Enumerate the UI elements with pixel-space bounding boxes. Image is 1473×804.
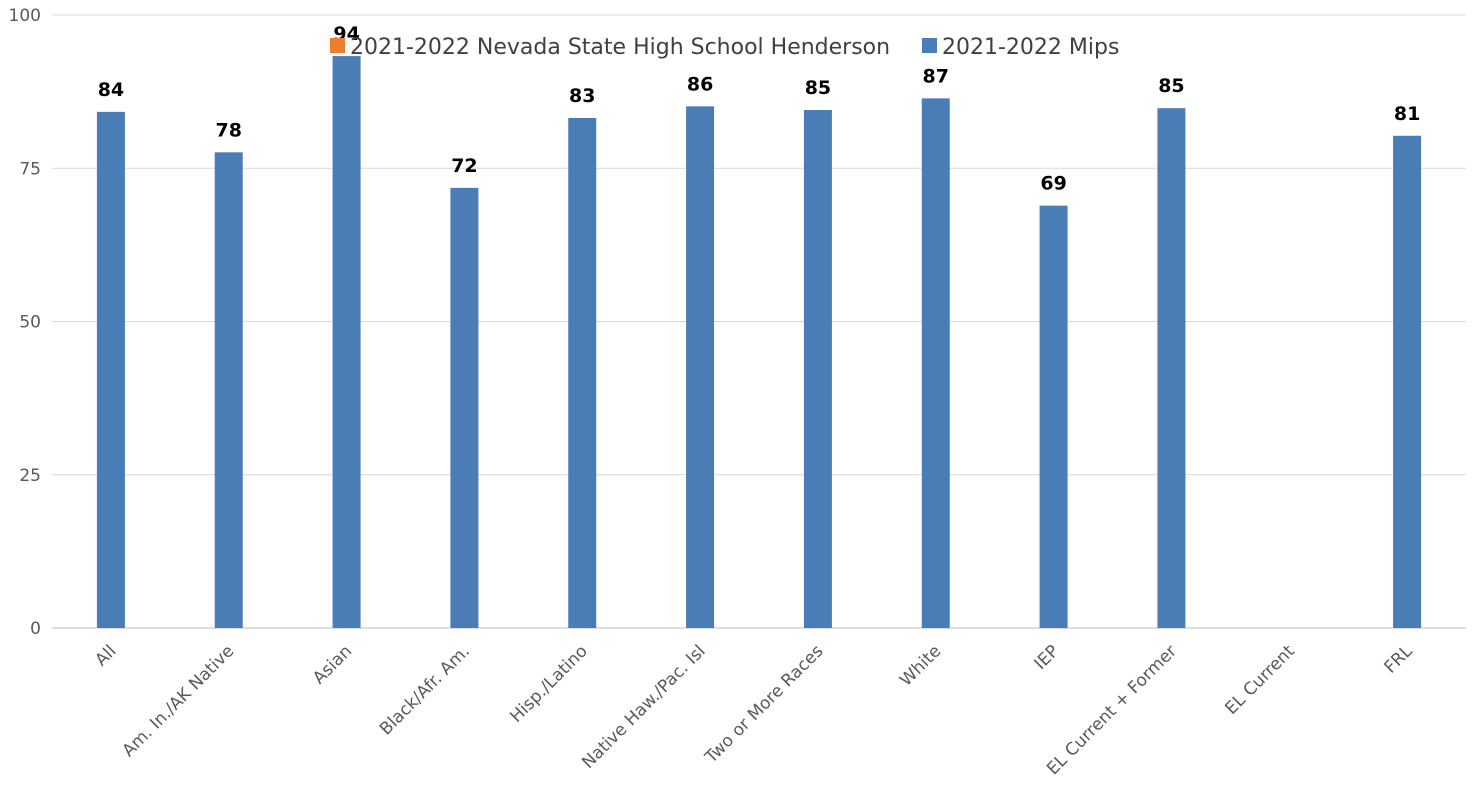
data-label: 81 — [1394, 103, 1420, 125]
legend: 2021-2022 Nevada State High School Hende… — [330, 35, 1119, 60]
y-tick-label: 75 — [19, 159, 41, 179]
bar-mips — [921, 98, 950, 629]
x-category-label: EL Current — [1221, 641, 1299, 719]
y-tick-label: 25 — [19, 466, 41, 486]
data-label: 85 — [805, 77, 831, 99]
x-category-label: Hisp./Latino — [506, 641, 591, 726]
data-label: 78 — [216, 119, 242, 141]
bar-mips — [1393, 135, 1422, 629]
data-label: 86 — [687, 73, 713, 95]
y-tick-label: 50 — [19, 313, 41, 333]
x-category-label: IEP — [1031, 641, 1064, 674]
legend-swatch-mips — [922, 38, 937, 53]
bar-series — [96, 56, 1422, 629]
gridlines — [52, 14, 1466, 476]
bar-mips — [686, 106, 715, 629]
x-category-label: Am. In./AK Native — [119, 641, 239, 761]
bar-mips — [96, 111, 125, 628]
x-category-label: All — [91, 641, 120, 670]
data-label: 87 — [923, 65, 949, 87]
legend-label-mips: 2021-2022 Mips — [942, 35, 1119, 60]
x-category-label: Two or More Races — [701, 641, 828, 768]
bar-mips — [450, 187, 479, 628]
data-label: 72 — [451, 155, 477, 177]
y-axis-ticks: 0 25 50 75 100 — [9, 6, 41, 639]
y-tick-label: 100 — [9, 6, 41, 26]
x-category-label: White — [896, 641, 945, 690]
legend-label-henderson: 2021-2022 Nevada State High School Hende… — [350, 35, 890, 60]
bar-mips — [1039, 205, 1068, 628]
y-tick-label: 0 — [30, 619, 41, 639]
data-label: 83 — [569, 85, 595, 107]
data-label: 85 — [1158, 75, 1184, 97]
bar-mips — [332, 56, 361, 629]
legend-swatch-henderson — [330, 38, 345, 53]
data-label: 69 — [1040, 173, 1066, 195]
x-category-label: FRL — [1381, 641, 1417, 677]
bar-mips — [214, 152, 243, 628]
x-category-label: Native Haw./Pac. Isl — [578, 641, 709, 772]
x-category-label: Black/Afr. Am. — [376, 641, 474, 739]
bar-mips — [803, 110, 832, 628]
x-category-label: EL Current + Former — [1043, 641, 1181, 779]
x-category-label: Asian — [309, 641, 356, 688]
bar-mips — [1157, 108, 1186, 628]
bar-mips — [568, 117, 597, 628]
data-label: 84 — [98, 79, 124, 101]
